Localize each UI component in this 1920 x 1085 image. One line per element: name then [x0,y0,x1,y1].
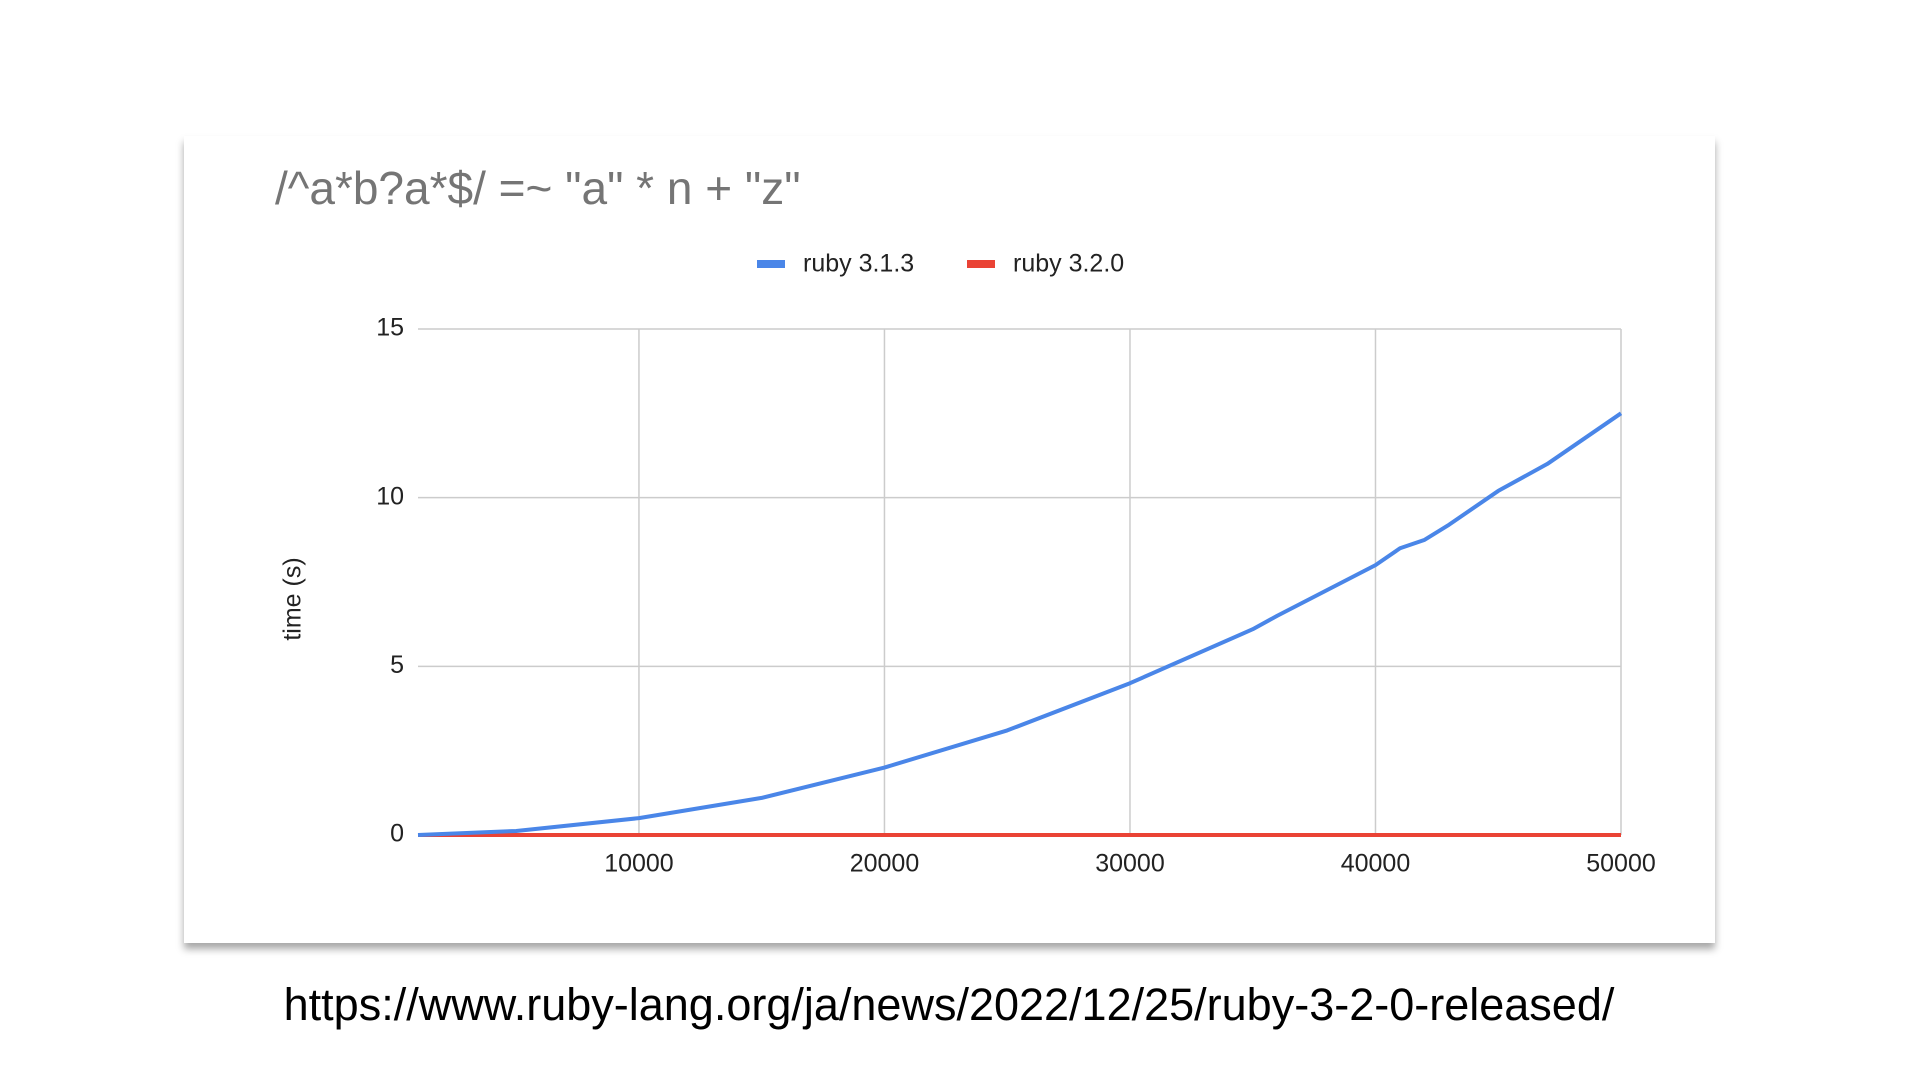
legend-swatch [967,260,995,268]
x-tick-label: 50000 [1586,850,1656,878]
x-tick-label: 30000 [1095,850,1165,878]
legend-label: ruby 3.2.0 [1013,250,1124,278]
y-tick-label: 5 [390,651,404,679]
x-tick-label: 10000 [604,850,674,878]
x-tick-label: 40000 [1341,850,1411,878]
series-line [417,411,1623,837]
card [184,136,1715,943]
x-tick-label: 20000 [850,850,920,878]
y-tick-label: 0 [390,820,404,848]
legend-label: ruby 3.1.3 [803,250,914,278]
y-tick-label: 10 [376,482,404,510]
legend-swatch [757,260,785,268]
caption: https://www.ruby-lang.org/ja/news/2022/1… [284,979,1615,1030]
y-axis-label: time (s) [279,557,307,640]
chart-title: /^a*b?a*$/ =~ "a" * n + "z" [275,162,801,214]
y-tick-label: 15 [376,314,404,342]
